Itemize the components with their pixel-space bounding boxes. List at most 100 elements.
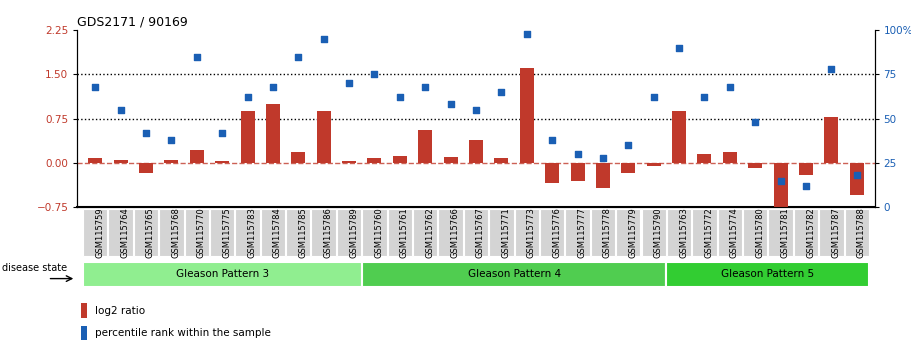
Text: GSM115779: GSM115779: [629, 207, 638, 258]
Text: Gleason Pattern 5: Gleason Pattern 5: [722, 269, 814, 279]
Text: GSM115762: GSM115762: [425, 207, 435, 258]
Point: [824, 66, 839, 72]
Point: [647, 95, 661, 100]
FancyBboxPatch shape: [844, 209, 869, 256]
FancyBboxPatch shape: [210, 209, 234, 256]
FancyBboxPatch shape: [464, 209, 488, 256]
FancyBboxPatch shape: [566, 209, 589, 256]
FancyBboxPatch shape: [616, 209, 640, 256]
Point: [164, 137, 179, 143]
Bar: [266, 104, 280, 163]
Text: GSM115778: GSM115778: [603, 207, 612, 258]
FancyBboxPatch shape: [692, 209, 717, 256]
Text: GSM115765: GSM115765: [146, 207, 155, 258]
Text: GSM115772: GSM115772: [704, 207, 713, 258]
Text: GSM115786: GSM115786: [323, 207, 333, 258]
Bar: [317, 111, 331, 163]
Bar: [114, 160, 128, 163]
Text: GSM115788: GSM115788: [856, 207, 865, 258]
Text: GSM115777: GSM115777: [578, 207, 587, 258]
Bar: [418, 130, 432, 163]
Text: GSM115780: GSM115780: [755, 207, 764, 258]
Bar: [748, 163, 763, 167]
Text: GSM115785: GSM115785: [298, 207, 307, 258]
Bar: [139, 163, 153, 173]
Text: GSM115771: GSM115771: [501, 207, 510, 258]
Bar: [495, 158, 508, 163]
FancyBboxPatch shape: [312, 209, 336, 256]
FancyBboxPatch shape: [718, 209, 742, 256]
Point: [215, 130, 230, 136]
Text: GSM115766: GSM115766: [451, 207, 460, 258]
Bar: [88, 158, 102, 163]
FancyBboxPatch shape: [261, 209, 285, 256]
Text: GSM115784: GSM115784: [273, 207, 281, 258]
Bar: [292, 152, 305, 163]
Bar: [444, 157, 457, 163]
FancyBboxPatch shape: [337, 209, 362, 256]
FancyBboxPatch shape: [667, 209, 691, 256]
Point: [519, 31, 534, 36]
FancyBboxPatch shape: [489, 209, 514, 256]
Bar: [698, 154, 711, 163]
Text: GSM115759: GSM115759: [96, 207, 104, 258]
Bar: [824, 117, 838, 163]
Bar: [773, 163, 788, 209]
Text: GSM115773: GSM115773: [527, 207, 536, 258]
Point: [722, 84, 737, 90]
Text: GSM115782: GSM115782: [806, 207, 815, 258]
FancyBboxPatch shape: [134, 209, 159, 256]
Text: GSM115770: GSM115770: [197, 207, 206, 258]
FancyBboxPatch shape: [83, 262, 362, 287]
Bar: [81, 303, 87, 318]
Point: [799, 183, 814, 189]
Text: GSM115775: GSM115775: [222, 207, 231, 258]
Point: [748, 119, 763, 125]
Point: [849, 172, 864, 178]
Point: [189, 54, 204, 59]
FancyBboxPatch shape: [438, 209, 463, 256]
Bar: [241, 111, 254, 163]
Point: [444, 102, 458, 107]
FancyBboxPatch shape: [362, 262, 666, 287]
FancyBboxPatch shape: [286, 209, 311, 256]
Point: [367, 72, 382, 77]
Bar: [469, 141, 483, 163]
Point: [697, 95, 711, 100]
Bar: [850, 163, 864, 195]
Bar: [672, 111, 686, 163]
Point: [113, 107, 128, 113]
Bar: [799, 163, 813, 175]
FancyBboxPatch shape: [235, 209, 260, 256]
Bar: [596, 163, 609, 188]
Point: [393, 95, 407, 100]
FancyBboxPatch shape: [185, 209, 209, 256]
Bar: [722, 152, 737, 163]
Point: [545, 137, 559, 143]
FancyBboxPatch shape: [388, 209, 412, 256]
Bar: [343, 161, 356, 163]
Text: GSM115787: GSM115787: [832, 207, 841, 258]
Bar: [570, 163, 585, 181]
FancyBboxPatch shape: [515, 209, 539, 256]
FancyBboxPatch shape: [819, 209, 844, 256]
Point: [266, 84, 281, 90]
Point: [342, 80, 356, 86]
Bar: [81, 326, 87, 340]
Text: GSM115790: GSM115790: [654, 207, 662, 258]
FancyBboxPatch shape: [666, 262, 869, 287]
Bar: [367, 158, 382, 163]
FancyBboxPatch shape: [108, 209, 133, 256]
Bar: [215, 161, 230, 163]
Text: log2 ratio: log2 ratio: [96, 306, 146, 316]
Point: [671, 45, 686, 51]
Point: [418, 84, 433, 90]
FancyBboxPatch shape: [743, 209, 767, 256]
Point: [138, 130, 153, 136]
FancyBboxPatch shape: [83, 209, 107, 256]
Point: [241, 95, 255, 100]
Bar: [621, 163, 635, 173]
Point: [570, 151, 585, 157]
FancyBboxPatch shape: [540, 209, 564, 256]
Bar: [189, 150, 204, 163]
